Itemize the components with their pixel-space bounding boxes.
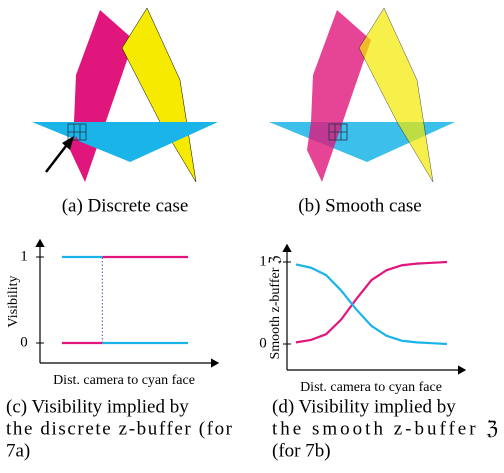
caption-line: (for 7b) xyxy=(272,440,331,461)
y-tick-label: 0 xyxy=(20,334,28,350)
y-axis-label: Smooth z-buffer ℨ xyxy=(268,255,283,359)
figure: (a) Discrete case (b) Smooth case 0 1 Visi… xyxy=(0,0,504,473)
caption-line: the discrete z-buffer (for xyxy=(6,418,233,439)
y-tick-label: 1 xyxy=(259,253,267,269)
x-axis-label: Dist. camera to cyan face xyxy=(53,373,195,388)
y-axis-label: Visibility xyxy=(6,275,21,327)
caption: (a) Discrete case xyxy=(62,195,189,216)
curve xyxy=(296,264,447,344)
page: {"panels": [ {"caption": "(a) Discrete c… xyxy=(0,0,504,473)
y-tick-label: 1 xyxy=(20,248,28,264)
y-tick-label: 0 xyxy=(259,335,267,351)
illustration-b xyxy=(269,8,455,182)
caption-line: 7a) xyxy=(6,440,30,461)
caption-line: (d) Visibility implied by xyxy=(272,396,456,417)
illustration-a xyxy=(32,8,218,182)
caption-line: (c) Visibility implied by xyxy=(6,396,189,417)
x-axis-label: Dist. camera to cyan face xyxy=(300,380,442,395)
caption-line: the smooth z-buffer ℨ xyxy=(272,418,498,439)
curve xyxy=(296,262,447,342)
caption: (b) Smooth case xyxy=(298,195,421,216)
